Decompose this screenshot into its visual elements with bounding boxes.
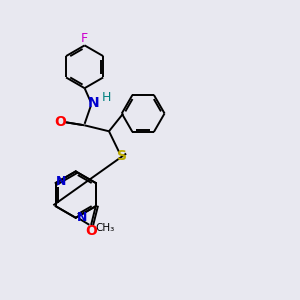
Text: N: N <box>56 175 66 188</box>
Text: S: S <box>117 148 128 163</box>
Text: O: O <box>85 224 97 238</box>
Text: CH₃: CH₃ <box>96 223 115 233</box>
Text: N: N <box>76 211 87 224</box>
Text: F: F <box>81 32 88 45</box>
Text: H: H <box>101 91 111 104</box>
Text: N: N <box>88 96 99 110</box>
Text: O: O <box>54 116 66 129</box>
